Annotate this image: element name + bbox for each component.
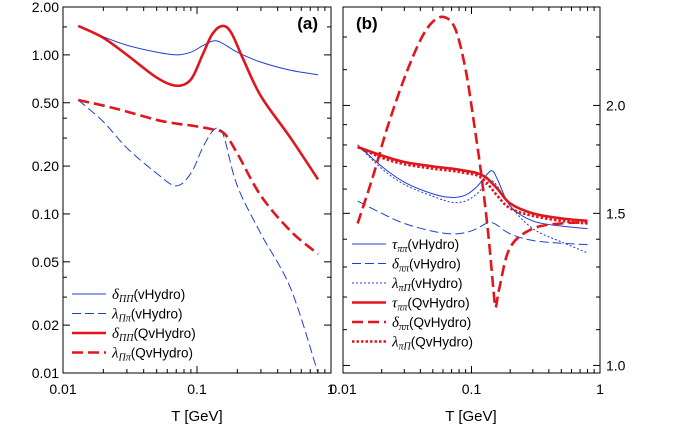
series-line — [356, 15, 588, 309]
panel-b: 0.01 0.1 1 2.0 1.5 1.0 (b) T [GeV] τππ(vHydro… — [329, 6, 626, 425]
panel-a-legend: δΠΠ(vHydro) λΠπ(vHydro)δΠΠ(QvHydro) λΠπ(Qv… — [72, 287, 196, 364]
y-tick-label: 0.10 — [32, 206, 59, 222]
x-tick-label: 1 — [327, 381, 335, 397]
legend-label: τππ(vHydro) — [392, 237, 459, 255]
y-tick-label: 0.50 — [32, 95, 59, 111]
panel-a: 0.01 0.1 12.001.000.500.200.100.050.020.01… — [32, 0, 335, 425]
series-line — [77, 24, 320, 181]
legend-label: δΠΠ(QvHydro) — [112, 326, 196, 344]
legend-label: δππ(QvHydro) — [392, 315, 471, 333]
legend-label: λΠπ(QvHydro) — [111, 346, 193, 364]
panel-a-ticks: 0.01 0.1 1 2.00 1.00 0.50 0.20 0.10 0.05 0.02 0.01 — [32, 0, 335, 397]
panel-b-x-axis-label: T [GeV] — [445, 408, 496, 425]
x-tick-label: 0.1 — [462, 381, 482, 397]
x-tick-label: 0.1 — [187, 381, 207, 397]
series-line — [77, 99, 319, 373]
y-tick-label: 0.02 — [32, 317, 59, 333]
legend-item: λΠπ(QvHydro) — [72, 346, 193, 364]
x-tick-label: 0.01 — [49, 381, 76, 397]
panel-a-x-axis-label: T [GeV] — [171, 408, 222, 425]
panel-b-frame — [342, 6, 601, 374]
series-line — [77, 98, 319, 255]
y-tick-label: 0.01 — [32, 365, 59, 381]
legend-label: δππ(vHydro) — [392, 257, 461, 275]
legend-item: δππ(QvHydro) — [352, 315, 471, 333]
panel-b-ticks: 0.01 0.1 1 2.0 1.5 1.0 — [329, 7, 626, 397]
series-line — [78, 25, 319, 76]
legend-item: δππ(vHydro) — [352, 257, 461, 275]
y-tick-label: 1.00 — [32, 47, 59, 63]
legend-item: λΠπ(vHydro) — [72, 307, 183, 325]
y-tick-label: 2.0 — [606, 97, 626, 113]
x-tick-label: 1 — [596, 381, 604, 397]
legend-item: λπΠ(QvHydro) — [352, 335, 473, 353]
panel-a-label: (a) — [297, 14, 318, 33]
legend-item: δΠΠ(QvHydro) — [72, 326, 196, 344]
legend-label: τππ(QvHydro) — [392, 296, 470, 314]
series-line — [357, 200, 588, 246]
panel-a-series — [77, 24, 320, 373]
legend-item: λπΠ(vHydro) — [352, 276, 463, 294]
legend-label: λπΠ(vHydro) — [391, 276, 463, 294]
y-tick-label: 0.20 — [32, 158, 59, 174]
legend-item: δΠΠ(vHydro) — [72, 287, 185, 305]
series-line — [357, 145, 588, 225]
legend-item: τππ(vHydro) — [352, 237, 459, 255]
y-tick-label: 2.00 — [32, 0, 59, 15]
legend-label: λΠπ(vHydro) — [111, 307, 183, 325]
panel-b-legend: τππ(vHydro) δππ(vHydro)λπΠ(vHydro) τππ(QvH… — [352, 237, 473, 353]
panel-b-label: (b) — [356, 14, 378, 33]
x-tick-label: 0.01 — [329, 381, 356, 397]
panel-b-series — [356, 15, 588, 309]
series-line — [357, 145, 588, 223]
panel-a-frame — [62, 6, 332, 374]
y-tick-label: 0.05 — [32, 254, 59, 270]
legend-label: δΠΠ(vHydro) — [112, 287, 185, 305]
y-tick-label: 1.5 — [606, 205, 626, 221]
y-tick-label: 1.0 — [606, 357, 626, 373]
legend-label: λπΠ(QvHydro) — [391, 335, 473, 353]
series-line — [357, 144, 588, 254]
legend-item: τππ(QvHydro) — [352, 296, 470, 314]
